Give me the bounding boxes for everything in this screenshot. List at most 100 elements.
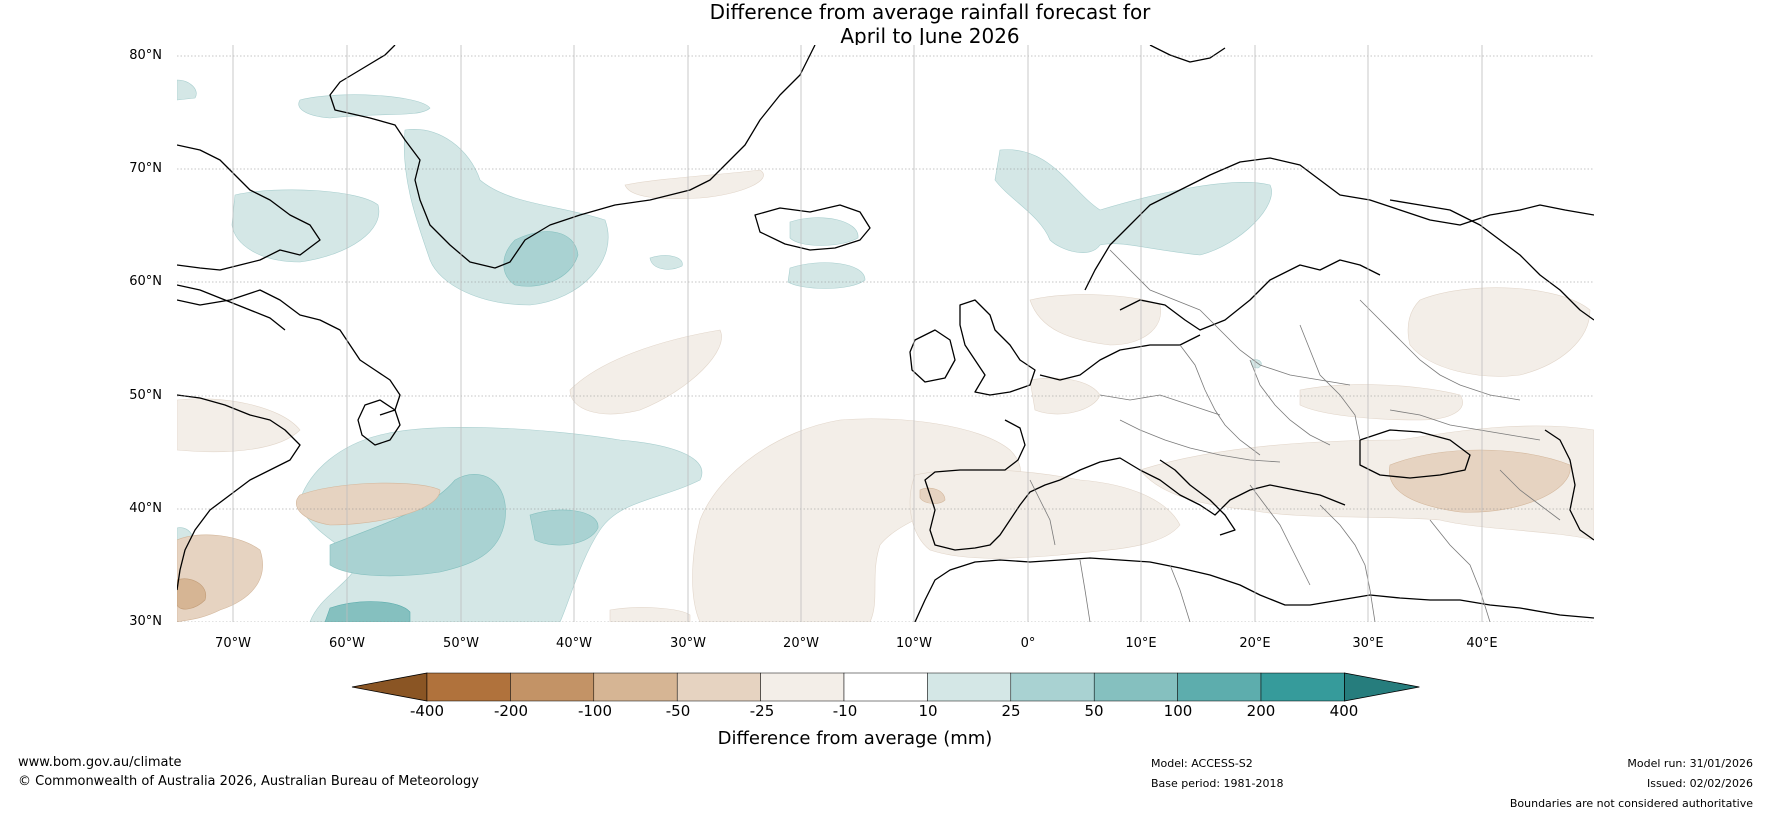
lon-label: 50°W — [443, 636, 479, 651]
country-borders — [1029, 249, 1561, 622]
colorbar-segment — [510, 672, 595, 702]
wet-area-azores — [529, 509, 599, 546]
coast-kola — [1389, 199, 1594, 321]
coast-france-biscay — [985, 419, 1026, 471]
colorbar-tick: -100 — [577, 702, 613, 720]
chart-title: Difference from average rainfall forecas… — [0, 0, 1770, 48]
colorbar-tick: 100 — [1163, 702, 1193, 720]
colorbar-tick: -10 — [832, 702, 858, 720]
coast-iberia — [924, 469, 1061, 551]
dry-area-east-us — [295, 482, 441, 526]
colorbar-extend-high — [1344, 672, 1420, 702]
wet-area-south — [324, 601, 411, 622]
colorbar-segment — [1177, 672, 1262, 702]
coast-black-sea — [1359, 429, 1471, 479]
copyright-text: © Commonwealth of Australia 2026, Austra… — [18, 774, 479, 789]
coast-north-africa — [914, 557, 1594, 622]
coast-western-europe — [1039, 334, 1201, 381]
dry-area-iberia — [909, 469, 1181, 559]
dry-area-north-sea — [1029, 294, 1161, 346]
lat-label: 70°N — [129, 161, 162, 176]
coast-svalbard — [1149, 45, 1226, 63]
colorbar-tick: -50 — [665, 702, 691, 720]
coast-mediterranean-north — [1059, 457, 1346, 516]
coast-scandinavia — [1084, 157, 1594, 291]
lon-label: 30°E — [1352, 636, 1384, 651]
coast-great-britain — [959, 299, 1036, 396]
dry-area-france — [1029, 377, 1101, 415]
website-link[interactable]: www.bom.gov.au/climate — [18, 755, 182, 770]
lon-label: 70°W — [215, 636, 251, 651]
colorbar-segment — [676, 672, 761, 702]
coast-hudson — [177, 284, 286, 331]
lon-label: 20°W — [783, 636, 819, 651]
base-period-text: Base period: 1981-2018 — [1151, 777, 1284, 790]
dry-area-greenland-sea — [624, 169, 764, 199]
dry-area-central-atlantic — [569, 329, 722, 415]
lat-label: 30°N — [129, 614, 162, 629]
dry-area-caspian — [1389, 449, 1571, 513]
coast-italy — [1159, 459, 1236, 536]
lat-label: 80°N — [129, 48, 162, 63]
dry-area-russia — [1407, 287, 1591, 377]
meridians — [232, 45, 1483, 622]
colorbar-segment — [1260, 672, 1345, 702]
dry-area-far-south — [609, 607, 691, 622]
lon-label: 30°W — [670, 636, 706, 651]
wet-area-norway — [994, 149, 1272, 256]
title-line-1: Difference from average rainfall forecas… — [709, 0, 1151, 24]
colorbar-segment — [927, 672, 1012, 702]
model-text: Model: ACCESS-S2 — [1151, 757, 1253, 770]
dry-area-eastern-europe — [1299, 384, 1463, 421]
colorbar — [351, 672, 1420, 702]
colorbar-label: Difference from average (mm) — [717, 728, 993, 749]
dry-area-newfoundland — [177, 398, 301, 453]
colorbar-segment — [426, 672, 511, 702]
coast-iceland — [754, 204, 871, 251]
colorbar-tick: 50 — [1084, 702, 1104, 720]
lat-label: 50°N — [129, 388, 162, 403]
coast-labrador — [177, 289, 401, 416]
dry-area-florida — [177, 578, 207, 610]
colorbar-segment — [1093, 672, 1178, 702]
lon-label: 60°W — [329, 636, 365, 651]
coast-caspian — [1544, 429, 1594, 541]
wet-area-west-north — [177, 79, 197, 101]
issued-text: Issued: 02/02/2026 — [1646, 777, 1753, 790]
colorbar-segment — [760, 672, 845, 702]
wet-area-iceland — [789, 217, 859, 246]
colorbar-tick: 25 — [1001, 702, 1021, 720]
lon-label: 40°E — [1466, 636, 1498, 651]
lon-label: 10°W — [896, 636, 932, 651]
colorbar-extend-low — [351, 672, 428, 702]
lon-label: 40°W — [556, 636, 592, 651]
title-line-2: April to June 2026 — [840, 24, 1020, 48]
colorbar-segment — [1010, 672, 1095, 702]
dry-area-portugal — [919, 487, 946, 504]
colorbar-tick: -200 — [493, 702, 529, 720]
map-area — [177, 45, 1594, 622]
lon-label: 20°E — [1239, 636, 1271, 651]
graticule — [177, 55, 1594, 622]
anomaly-shading — [177, 79, 1594, 622]
colorbar-tick: 10 — [918, 702, 938, 720]
coast-newfoundland — [357, 399, 401, 446]
colorbar-segment — [843, 672, 928, 702]
coast-greenland — [329, 45, 816, 269]
wet-area-baffin — [231, 189, 380, 263]
wet-area-labrador-sea — [649, 255, 683, 270]
coastlines — [177, 45, 1594, 622]
lon-label: 0° — [1020, 636, 1036, 651]
disclaimer-text: Boundaries are not considered authoritat… — [1509, 797, 1753, 810]
lon-label: 10°E — [1125, 636, 1157, 651]
model-run-text: Model run: 31/01/2026 — [1627, 757, 1753, 770]
lat-label: 40°N — [129, 501, 162, 516]
colorbar-segment — [593, 672, 678, 702]
coast-ireland — [909, 329, 956, 383]
coast-baffin — [177, 144, 321, 271]
colorbar-tick: -400 — [409, 702, 445, 720]
wet-area-cape-farewell — [503, 231, 579, 287]
coast-baltic — [1119, 259, 1381, 331]
coast-east-us — [177, 394, 301, 591]
colorbar-tick: 200 — [1246, 702, 1276, 720]
